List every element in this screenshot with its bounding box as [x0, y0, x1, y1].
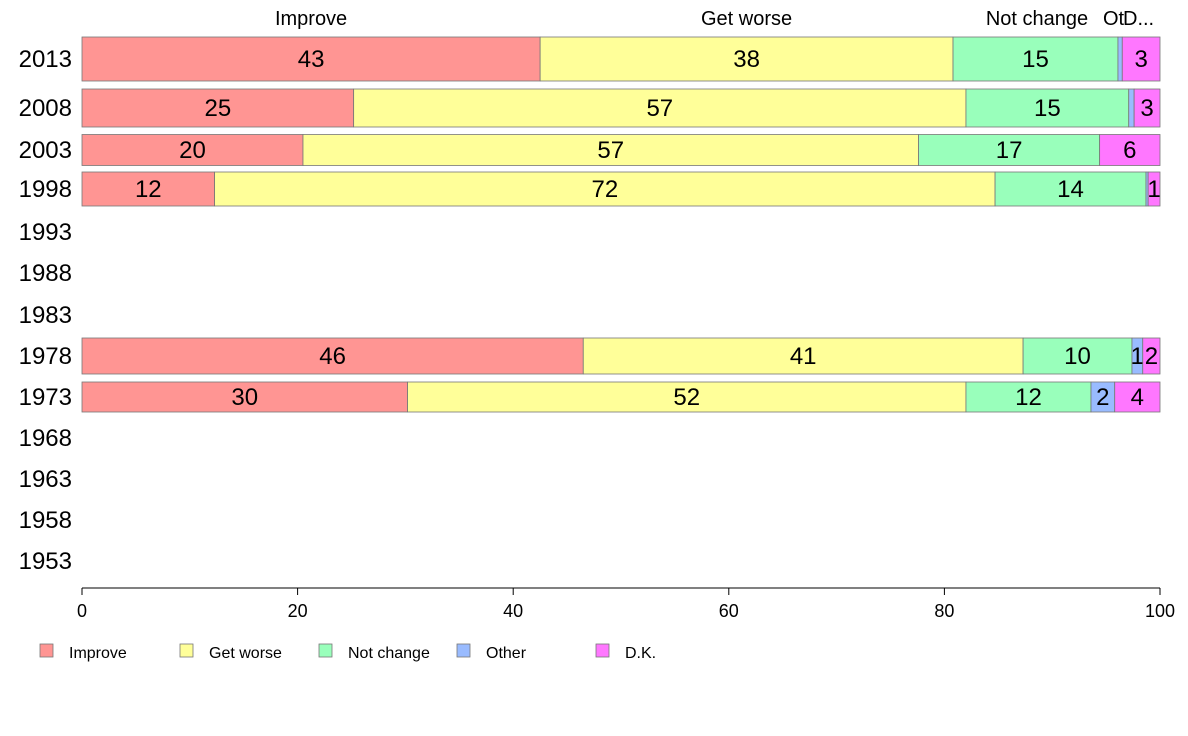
category-label: 2008: [19, 95, 72, 122]
top-series-labels: Improve Get worse Not change OtD...: [275, 8, 1154, 30]
bar-segment: [965, 381, 1092, 413]
series-top-label: Improve: [275, 8, 347, 30]
category-label: 1963: [19, 466, 72, 493]
data-label: 1: [1131, 343, 1144, 370]
bar-segment: [1117, 36, 1123, 82]
category-label: 2003: [19, 137, 72, 164]
data-label: 41: [790, 343, 817, 370]
data-label: 57: [597, 137, 624, 164]
series-top-label: Ot: [1103, 8, 1125, 30]
bar-segment: [407, 381, 967, 413]
bar-segment: [582, 337, 1024, 375]
category-label: 1978: [19, 343, 72, 370]
x-tick-label: 20: [288, 601, 308, 621]
bar-segment: [81, 88, 355, 128]
data-label: 3: [1134, 46, 1147, 73]
data-label: 12: [135, 176, 162, 203]
data-label: 15: [1034, 95, 1061, 122]
legend-label: Not change: [348, 645, 430, 662]
bar-segment: [81, 337, 584, 375]
bar-segment: [1147, 171, 1161, 207]
bar-segment: [539, 36, 954, 82]
data-label: 72: [591, 176, 618, 203]
data-label: 10: [1064, 343, 1091, 370]
data-label: 12: [1015, 384, 1042, 411]
bar-segment: [81, 381, 408, 413]
category-label: 1988: [19, 260, 72, 287]
series-top-label: Not change: [986, 8, 1088, 30]
bar-segment: [353, 88, 967, 128]
bar-segment: [81, 171, 215, 207]
category-label: 1968: [19, 425, 72, 452]
plot-area: 43 38 15 325 57 15 320 57 17 612 72 14 146 41 10 1 230 52…: [81, 36, 1161, 413]
data-label: 2: [1096, 384, 1109, 411]
data-label: 6: [1123, 137, 1136, 164]
data-label: 2: [1145, 343, 1158, 370]
data-label: 38: [733, 46, 760, 73]
bar-segment: [965, 88, 1130, 128]
x-tick-label: 80: [934, 601, 954, 621]
legend: Improve Get worse Not change Other D.K.: [39, 643, 656, 662]
data-label: 17: [996, 137, 1023, 164]
bar-segment: [1142, 337, 1161, 375]
data-label: 4: [1131, 384, 1144, 411]
data-label: 15: [1022, 46, 1049, 73]
x-tick-label: 0: [77, 601, 87, 621]
data-label: 1: [1147, 176, 1160, 203]
x-tick-label: 100: [1145, 601, 1175, 621]
bar-segment: [1121, 36, 1161, 82]
data-label: 57: [646, 95, 673, 122]
legend-swatch: [595, 643, 610, 658]
y-axis-labels: 2013 2008 2003 1998 1993 1988 1983 1978 1973 1968…: [19, 46, 72, 575]
category-label: 1973: [19, 384, 72, 411]
data-label: 52: [673, 384, 700, 411]
data-label: 46: [319, 343, 346, 370]
category-label: 2013: [19, 46, 72, 73]
bar-segment: [952, 36, 1119, 82]
bar-segment: [1114, 381, 1161, 413]
bar-segment: [81, 36, 541, 82]
data-label: 3: [1140, 95, 1153, 122]
legend-label: D.K.: [625, 645, 656, 662]
x-tick-label: 40: [503, 601, 523, 621]
data-label: 30: [231, 384, 258, 411]
legend-label: Get worse: [209, 645, 282, 662]
category-label: 1983: [19, 302, 72, 329]
legend-label: Other: [486, 645, 527, 662]
category-label: 1953: [19, 548, 72, 575]
data-label: 25: [204, 95, 231, 122]
legend-swatch: [179, 643, 194, 658]
bar-segment: [302, 134, 919, 166]
series-top-label: Get worse: [701, 8, 792, 30]
legend-swatch: [318, 643, 333, 658]
data-label: 14: [1057, 176, 1084, 203]
bar-segment: [1128, 88, 1135, 128]
legend-swatch: [456, 643, 471, 658]
x-tick-label: 60: [719, 601, 739, 621]
data-label: 43: [298, 46, 325, 73]
series-top-label: D...: [1123, 8, 1154, 30]
bar-segment: [214, 171, 996, 207]
bar-segment: [81, 134, 304, 166]
legend-label: Improve: [69, 645, 127, 662]
category-label: 1993: [19, 219, 72, 246]
x-axis: 0 20 40 60 80 100: [77, 587, 1175, 621]
category-label: 1958: [19, 507, 72, 534]
data-label: 20: [179, 137, 206, 164]
bar-segment: [1022, 337, 1133, 375]
bar-segment: [1133, 88, 1161, 128]
legend-swatch: [39, 643, 54, 658]
bar-segment: [1099, 134, 1161, 166]
category-label: 1998: [19, 176, 72, 203]
